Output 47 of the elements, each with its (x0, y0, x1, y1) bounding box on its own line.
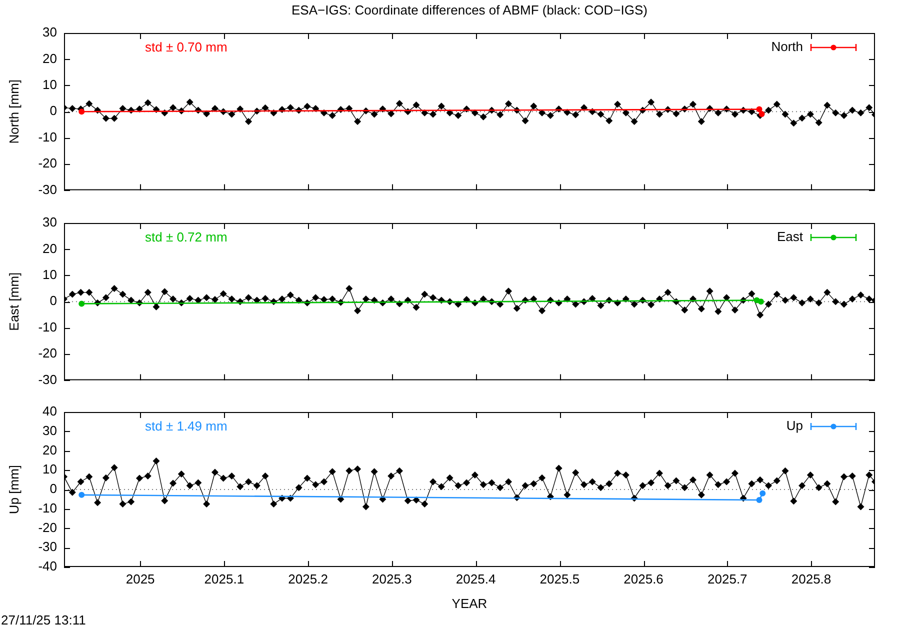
annotation: std ± 0.72 mm (145, 230, 228, 245)
x-tick-label: 2025.7 (708, 571, 748, 586)
x-tick-label: 2025 (126, 571, 155, 586)
y-tick-label: 40 (42, 404, 57, 419)
y-tick-label: 10 (42, 266, 57, 282)
y-tick-label: 0 (50, 293, 57, 308)
y-tick-label: 0 (50, 481, 57, 496)
y-tick-label: -20 (38, 156, 57, 171)
chart-title: ESA−IGS: Coordinate differences of ABMF (black: COD−IGS) (292, 2, 648, 18)
y-tick-label: 30 (42, 214, 57, 230)
y-tick-label: 20 (42, 240, 57, 256)
x-tick-label: 2025.2 (288, 571, 328, 586)
y-axis-title: East [mm] (6, 272, 22, 331)
legend-label: East (776, 229, 804, 244)
annotation: std ± 0.70 mm (145, 40, 228, 55)
y-tick-label: -20 (38, 346, 57, 361)
y-tick-label: 20 (42, 50, 57, 66)
x-tick-label: 2025.5 (540, 571, 580, 586)
y-tick-label: -30 (38, 372, 57, 387)
y-tick-label: -40 (38, 558, 57, 574)
y-tick-label: -10 (38, 129, 57, 144)
point (756, 496, 762, 503)
y-tick-label: 10 (42, 76, 57, 92)
y-tick-label: 20 (42, 442, 57, 458)
text: 27/11/25 13:11 (1, 612, 86, 628)
y-tick-label: 30 (42, 24, 57, 40)
x-tick-label: 2025.1 (204, 571, 244, 586)
y-tick-label: -30 (38, 539, 57, 554)
x-tick-label: 2025.4 (456, 571, 496, 586)
x-tick-label: 2025.6 (624, 571, 664, 586)
x-axis-title: YEAR (452, 596, 488, 611)
y-tick-label: -10 (38, 500, 57, 516)
point (78, 492, 85, 498)
y-tick-label: 10 (42, 462, 57, 477)
y-tick-label: 0 (50, 103, 57, 118)
y-axis-title: North [mm] (6, 79, 22, 144)
point (760, 490, 766, 496)
x-tick-label: 2025.8 (791, 571, 832, 586)
y-tick-label: -30 (38, 182, 57, 197)
y-tick-label: -10 (38, 319, 57, 334)
y-tick-label: 30 (42, 422, 57, 438)
legend-label: Up (786, 418, 803, 434)
x-tick-label: 2025.3 (372, 571, 412, 586)
y-axis-title: Up [mm] (6, 464, 22, 514)
legend-label: North (771, 39, 803, 54)
annotation: std ± 1.49 mm (145, 418, 228, 434)
y-tick-label: -20 (38, 520, 57, 535)
